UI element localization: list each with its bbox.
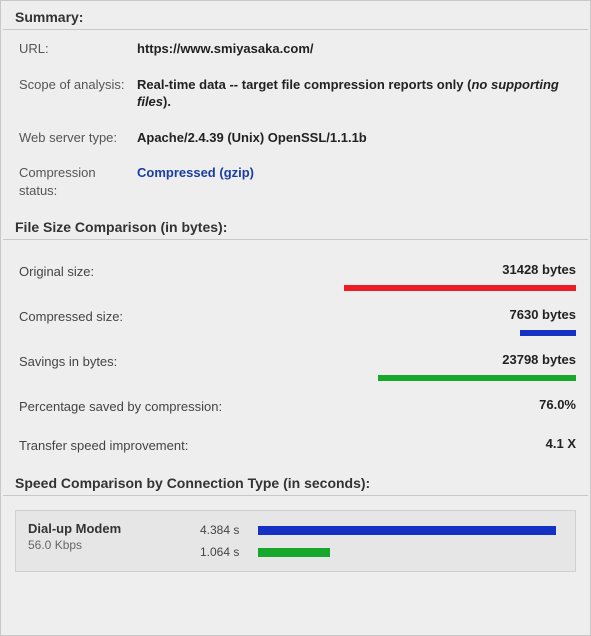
filesize-bar-compressed [520, 330, 576, 336]
summary-label: Web server type: [19, 129, 137, 147]
summary-row-scope: Scope of analysis: Real-time data -- tar… [19, 76, 588, 111]
filesize-row-percent: Percentage saved by compression: 76.0% [19, 397, 576, 414]
divider [3, 239, 588, 240]
scope-text-post: ). [163, 94, 171, 109]
speed-bars: 4.384 s 1.064 s [200, 521, 563, 565]
speed-connection-info: Dial-up Modem 56.0 Kbps [28, 521, 200, 565]
summary-row-url: URL: https://www.smiyasaka.com/ [19, 40, 588, 58]
summary-value-compression[interactable]: Compressed (gzip) [137, 164, 588, 182]
divider [3, 495, 588, 496]
speed-line-compressed: 1.064 s [200, 543, 563, 561]
filesize-label: Savings in bytes: [19, 352, 117, 369]
filesize-row-original: Original size: 31428 bytes [19, 262, 576, 285]
filesize-label: Compressed size: [19, 307, 123, 324]
speed-row: Dial-up Modem 56.0 Kbps 4.384 s 1.064 s [28, 521, 563, 565]
filesize-right: 7630 bytes [510, 307, 577, 330]
filesize-value: 23798 bytes [378, 352, 576, 369]
scope-text-pre: Real-time data -- target file compressio… [137, 77, 471, 92]
filesize-row-savings: Savings in bytes: 23798 bytes [19, 352, 576, 375]
filesize-value: 31428 bytes [344, 262, 576, 279]
filesize-right: 4.1 X [546, 436, 576, 453]
filesize-bar-original [344, 285, 576, 291]
filesize-right: 31428 bytes [344, 262, 576, 285]
filesize-label: Percentage saved by compression: [19, 397, 222, 414]
filesize-value: 7630 bytes [510, 307, 577, 324]
filesize-row-compressed: Compressed size: 7630 bytes [19, 307, 576, 330]
filesize-value: 4.1 X [546, 436, 576, 453]
summary-value-server: Apache/2.4.39 (Unix) OpenSSL/1.1.1b [137, 129, 588, 147]
connection-name: Dial-up Modem [28, 521, 200, 536]
filesize-label: Transfer speed improvement: [19, 436, 188, 453]
filesize-heading: File Size Comparison (in bytes): [1, 209, 590, 239]
summary-row-compression: Compression status: Compressed (gzip) [19, 164, 588, 199]
speed-seconds: 4.384 s [200, 523, 258, 537]
report-page: Summary: URL: https://www.smiyasaka.com/… [0, 0, 591, 636]
filesize-bar-wrap [510, 324, 577, 330]
summary-value-scope: Real-time data -- target file compressio… [137, 76, 588, 111]
filesize-label: Original size: [19, 262, 94, 279]
filesize-row-speedup: Transfer speed improvement: 4.1 X [19, 436, 576, 453]
summary-value-url: https://www.smiyasaka.com/ [137, 40, 588, 58]
filesize-value: 76.0% [539, 397, 576, 414]
summary-label: URL: [19, 40, 137, 58]
summary-row-server: Web server type: Apache/2.4.39 (Unix) Op… [19, 129, 588, 147]
speed-heading: Speed Comparison by Connection Type (in … [1, 465, 590, 495]
speed-block: Dial-up Modem 56.0 Kbps 4.384 s 1.064 s [15, 510, 576, 572]
filesize-bar-savings [378, 375, 576, 381]
connection-rate: 56.0 Kbps [28, 538, 200, 552]
summary-table: URL: https://www.smiyasaka.com/ Scope of… [1, 40, 590, 199]
filesize-bar-wrap [378, 369, 576, 375]
speed-bar-compressed [258, 548, 330, 557]
filesize-right: 23798 bytes [378, 352, 576, 375]
divider [3, 29, 588, 30]
summary-heading: Summary: [1, 1, 590, 29]
speed-bar-uncompressed [258, 526, 556, 535]
summary-label: Compression status: [19, 164, 137, 199]
filesize-block: Original size: 31428 bytes Compressed si… [1, 262, 590, 453]
filesize-bar-wrap [344, 279, 576, 285]
filesize-right: 76.0% [539, 397, 576, 414]
speed-line-uncompressed: 4.384 s [200, 521, 563, 539]
speed-seconds: 1.064 s [200, 545, 258, 559]
summary-label: Scope of analysis: [19, 76, 137, 94]
